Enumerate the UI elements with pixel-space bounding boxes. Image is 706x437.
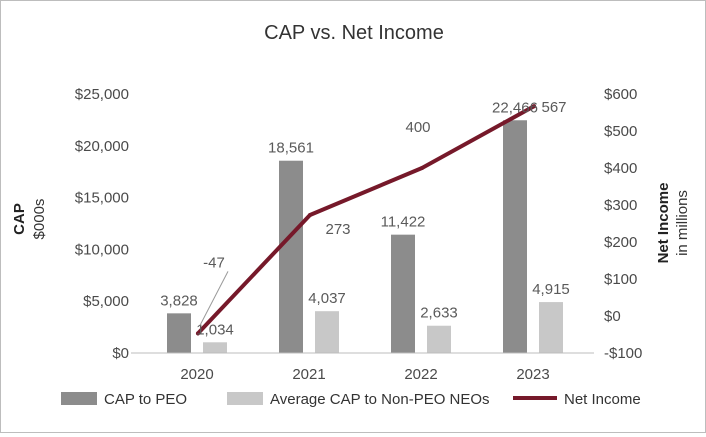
x-axis-tick-label: 2022 (404, 366, 437, 383)
left-axis-tick-label: $10,000 (75, 241, 129, 258)
bar-cap-to-peo (503, 120, 527, 353)
data-label-net-income: -47 (203, 254, 225, 271)
data-label-cap-to-peo: 22,466 (492, 99, 538, 116)
legend-swatch-cap-peo (61, 392, 97, 405)
data-label-cap-to-peo: 3,828 (160, 292, 198, 309)
right-axis-tick-label: $300 (604, 197, 637, 214)
right-axis-tick-label: $0 (604, 308, 621, 325)
right-axis-tick-label: $600 (604, 86, 637, 103)
data-label-cap-to-peo: 18,561 (268, 140, 314, 157)
right-axis-tick-label: $100 (604, 271, 637, 288)
net-income-point (308, 212, 312, 217)
legend-label-cap-peo: CAP to PEO (104, 391, 187, 408)
left-axis-tick-label: $5,000 (83, 293, 129, 310)
x-axis-tick-label: 2020 (180, 366, 213, 383)
net-income-point (532, 104, 536, 109)
left-axis-subtitle: $000s (31, 199, 48, 240)
legend-swatch-cap-neo (227, 392, 263, 405)
legend-label-cap-neo: Average CAP to Non-PEO NEOs (270, 391, 490, 408)
chart-title: CAP vs. Net Income (264, 22, 444, 44)
left-axis-tick-label: $25,000 (75, 86, 129, 103)
data-label-avg-cap-non-peo: 4,037 (308, 290, 346, 307)
left-axis-tick-label: $15,000 (75, 190, 129, 207)
bar-avg-cap-non-peo (315, 311, 339, 353)
net-income-point (196, 331, 200, 336)
data-label-cap-to-peo: 11,422 (381, 214, 426, 231)
right-axis-tick-label: $200 (604, 234, 637, 251)
bar-cap-to-peo (391, 234, 415, 353)
right-axis-title: Net Income (655, 183, 672, 264)
bar-cap-to-peo (279, 160, 303, 353)
bar-avg-cap-non-peo (539, 302, 563, 353)
net-income-point (420, 166, 424, 170)
right-axis-tick-label: $500 (604, 123, 637, 140)
x-axis-tick-label: 2023 (516, 366, 549, 383)
data-label-avg-cap-non-peo: 4,915 (532, 281, 570, 298)
data-label-net-income: 400 (405, 119, 430, 136)
legend-label-net-income: Net Income (564, 391, 641, 408)
net-income-line (196, 104, 536, 336)
leader-line-net-income (199, 271, 229, 326)
left-axis-title: CAP (11, 203, 28, 235)
right-axis-tick-label: $400 (604, 160, 637, 177)
bar-cap-to-peo (167, 313, 191, 353)
left-axis-tick-label: $0 (112, 345, 129, 362)
legend: CAP to PEO Average CAP to Non-PEO NEOs N… (61, 391, 641, 408)
left-axis-tick-label: $20,000 (75, 138, 129, 155)
right-axis-subtitle: in millions (674, 190, 691, 256)
bar-avg-cap-non-peo (427, 325, 451, 353)
bar-avg-cap-non-peo (203, 342, 227, 353)
data-label-net-income: 273 (325, 221, 350, 238)
data-label-avg-cap-non-peo: 1,034 (196, 321, 234, 338)
x-axis-tick-label: 2021 (292, 366, 325, 383)
data-label-avg-cap-non-peo: 2,633 (420, 305, 458, 322)
right-axis-tick-label: -$100 (604, 345, 642, 362)
data-label-net-income: 567 (541, 99, 566, 116)
